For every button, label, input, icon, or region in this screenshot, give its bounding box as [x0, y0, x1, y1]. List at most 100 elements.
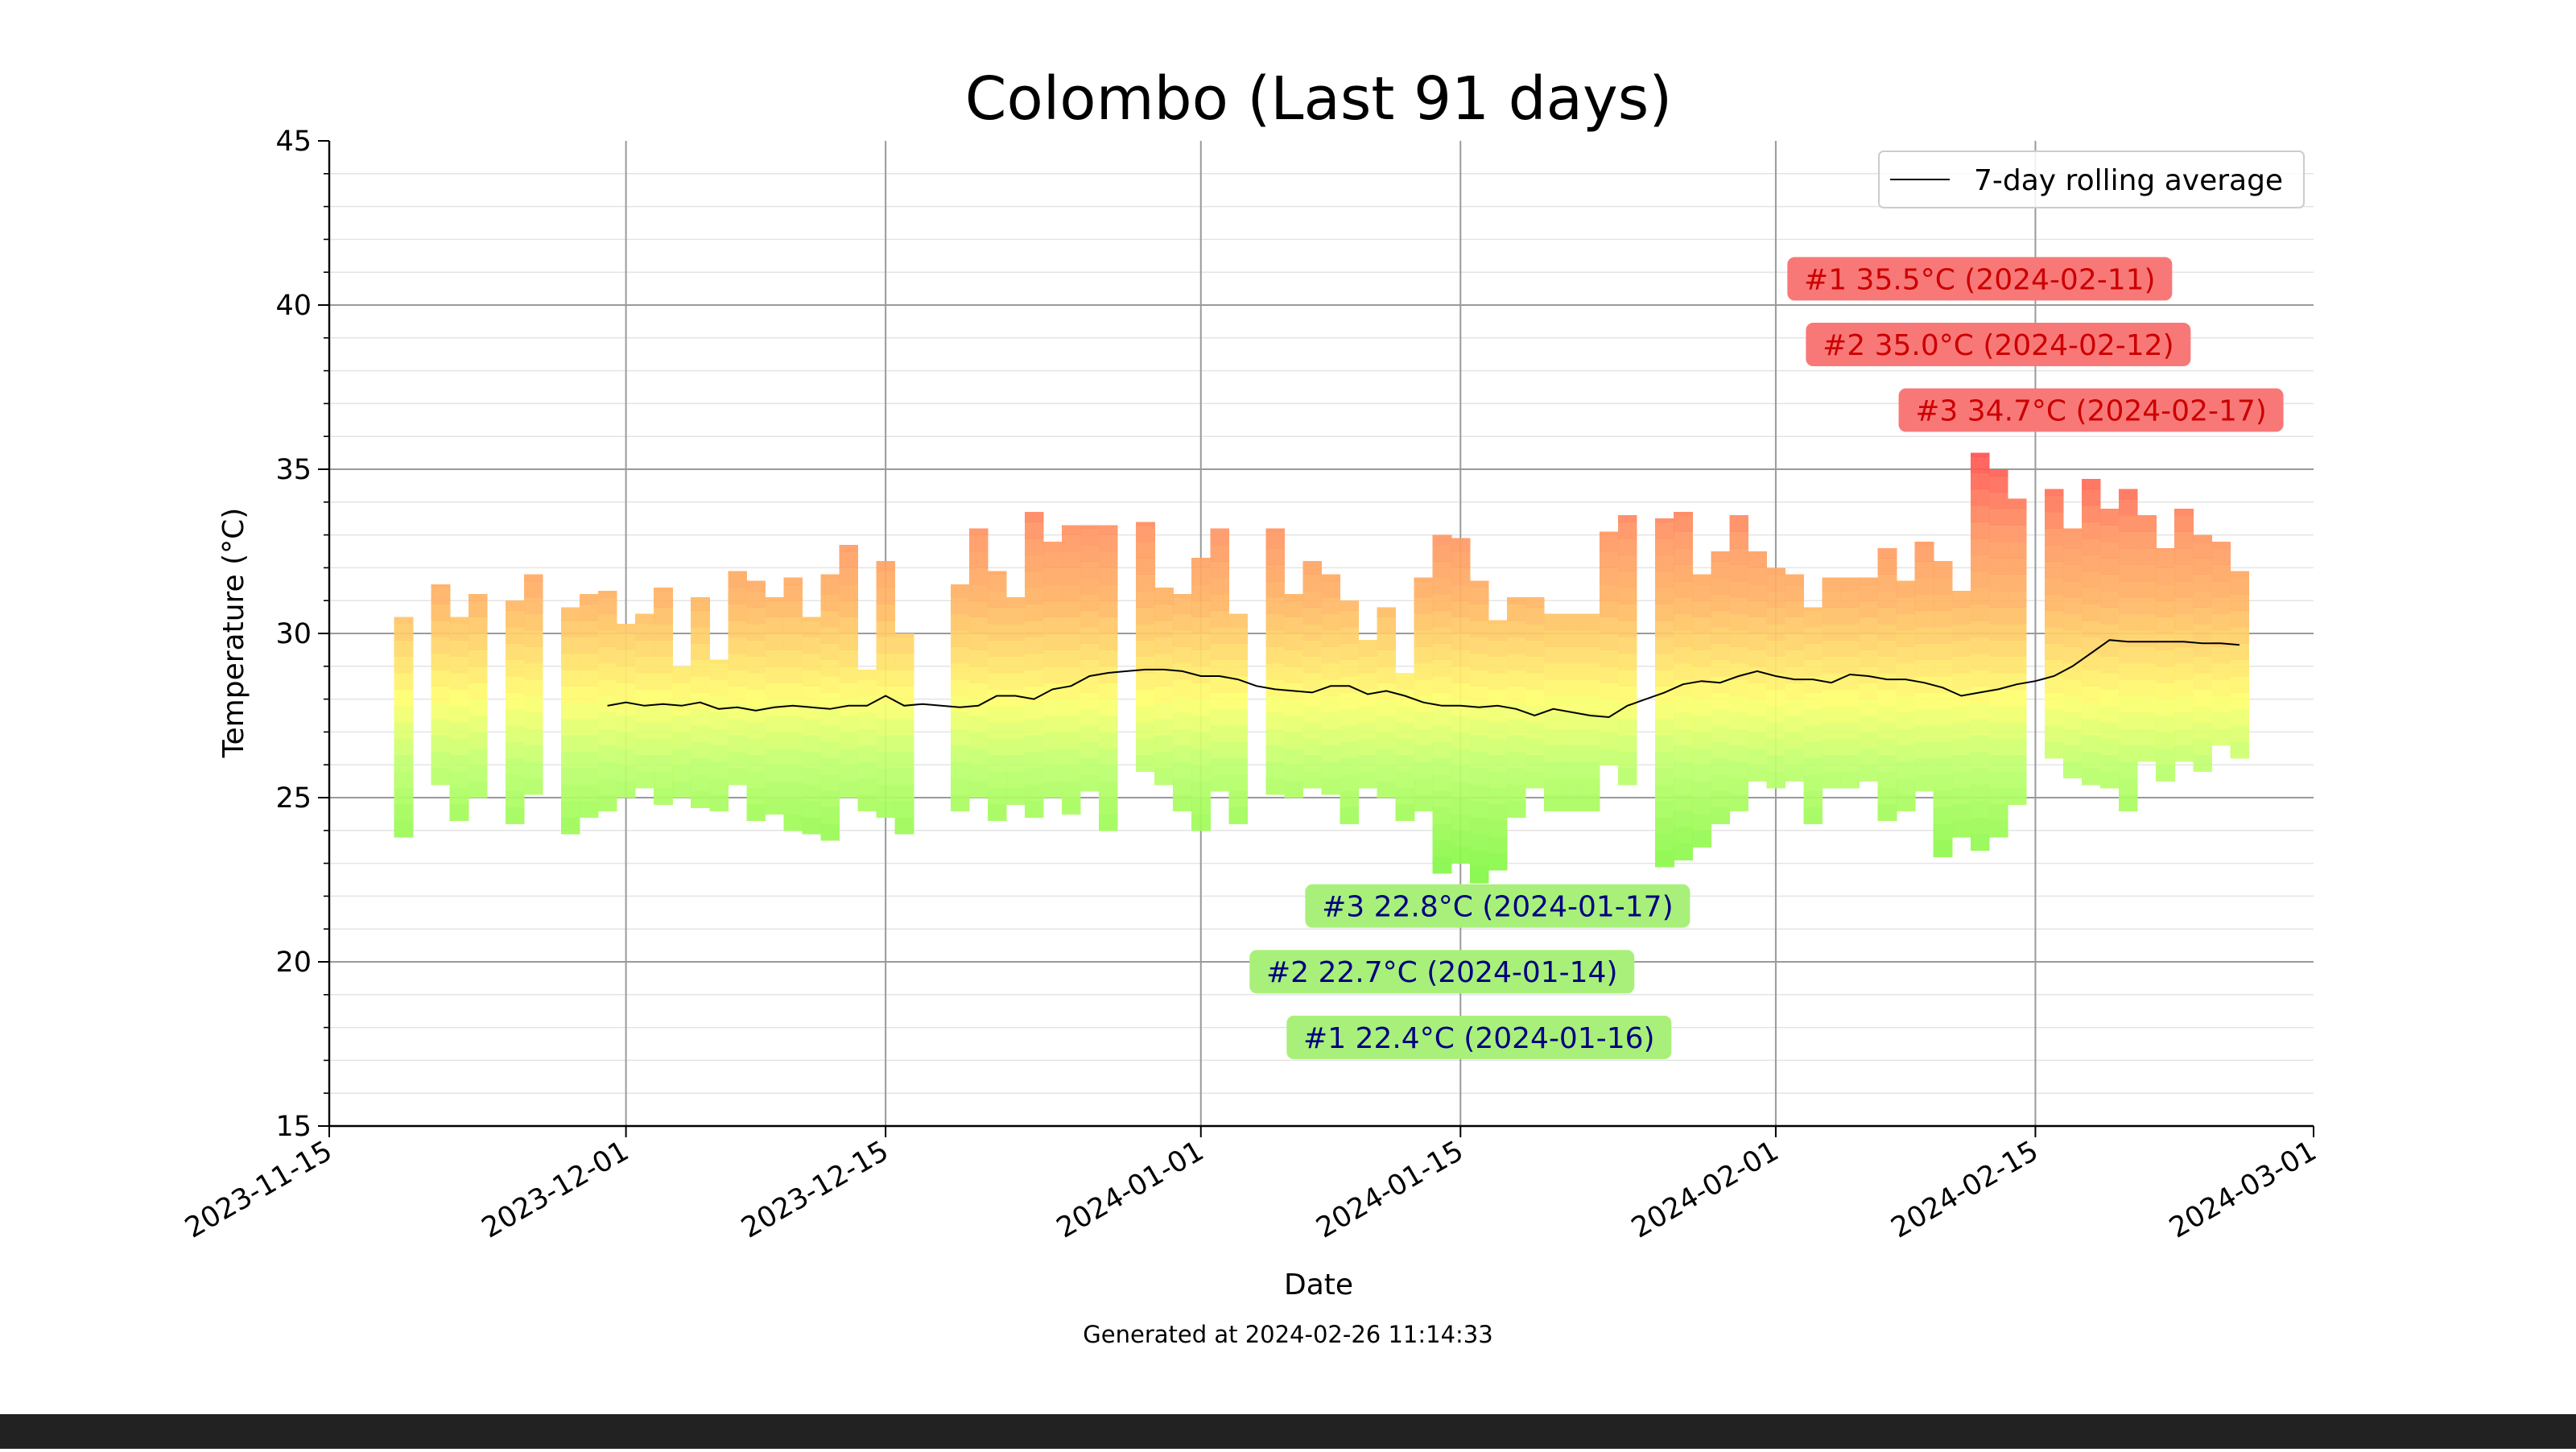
bar-segment [505, 790, 525, 808]
bar-segment [1933, 840, 1953, 858]
bar-segment [2137, 515, 2157, 533]
bar-segment [1581, 629, 1600, 647]
bar-segment [1469, 850, 1489, 868]
bar-segment [1692, 633, 1711, 650]
bar-segment [2062, 695, 2083, 713]
bar-segment [1581, 613, 1600, 631]
daily-range-bar [1581, 613, 1600, 811]
bar-segment [1024, 637, 1044, 654]
bar-segment [654, 590, 673, 608]
bar-segment [1581, 679, 1600, 697]
bar-segment [598, 629, 617, 647]
bar-segment [839, 666, 859, 683]
bar-segment [1321, 613, 1341, 631]
bar-segment [783, 617, 803, 634]
bar-segment [1803, 626, 1823, 644]
bar-segment [2174, 662, 2194, 680]
bar-segment [1173, 594, 1192, 598]
bar-segment [968, 633, 989, 650]
bar-segment [1951, 738, 1971, 756]
bar-segment [839, 600, 859, 618]
bar-segment [765, 683, 785, 700]
daily-range-bar [505, 600, 525, 825]
bar-segment [765, 732, 785, 749]
bar-segment [1933, 643, 1953, 661]
bar-segment [1377, 607, 1397, 618]
bar-segment [505, 626, 525, 644]
bar-segment [987, 804, 1007, 822]
bar-segment [1265, 745, 1286, 762]
bar-segment [2007, 590, 2027, 608]
bar-segment [505, 610, 525, 628]
bar-segment [2137, 745, 2157, 762]
bar-segment [1265, 662, 1286, 680]
bar-segment [1210, 676, 1229, 694]
bar-segment [2156, 716, 2175, 732]
bar-segment [1080, 676, 1100, 694]
bar-segment [1488, 754, 1508, 772]
bar-segment [1432, 823, 1452, 841]
bar-segment [1692, 584, 1711, 601]
bar-segment [2137, 564, 2157, 582]
bar-segment [1674, 728, 1693, 746]
bar-segment [1970, 604, 1990, 621]
bar-segment [968, 781, 989, 798]
bar-segment [1543, 613, 1563, 631]
bar-segment [1951, 623, 1971, 641]
bar-segment [394, 672, 414, 690]
bar-segment [820, 610, 840, 628]
bar-segment [1562, 728, 1582, 746]
bar-segment [431, 702, 451, 720]
bar-segment [1877, 754, 1897, 772]
bar-segment [1896, 761, 1916, 779]
bar-segment [1488, 787, 1508, 805]
bar-segment [1933, 610, 1953, 628]
daily-range-bar [2062, 528, 2083, 779]
bar-segment [1543, 712, 1563, 729]
bar-segment [950, 778, 970, 795]
bar-segment [449, 689, 469, 707]
bar-segment [1859, 600, 1879, 618]
bar-segment [1674, 695, 1693, 713]
bar-segment [1822, 771, 1842, 789]
bar-segment [1674, 794, 1693, 811]
bar-segment [2100, 590, 2120, 608]
bar-segment [1414, 728, 1434, 746]
bar-segment [1340, 708, 1360, 726]
bar-segment [894, 768, 914, 786]
bar-segment [2211, 547, 2231, 565]
bar-segment [2137, 531, 2157, 549]
bar-segment [1451, 567, 1471, 585]
bar-segment [728, 735, 747, 753]
bar-segment [598, 794, 617, 811]
bar-segment [1840, 705, 1860, 723]
bar-segment [1877, 590, 1897, 608]
bar-segment [1988, 722, 2008, 740]
bar-segment [598, 662, 617, 680]
bar-segment [1970, 538, 1990, 555]
bar-segment [635, 754, 654, 772]
bar-segment [598, 745, 617, 762]
bar-segment [1210, 659, 1229, 677]
daily-range-bar [1395, 672, 1415, 822]
bar-segment [1506, 702, 1526, 720]
bar-segment [1061, 798, 1081, 815]
bar-segment [1005, 754, 1026, 772]
bar-segment [2062, 662, 2083, 680]
daily-range-bar [2100, 508, 2120, 789]
bar-segment [2119, 662, 2138, 680]
bar-segment [1228, 774, 1248, 792]
bar-segment [1191, 666, 1211, 683]
bar-segment [1600, 633, 1619, 650]
bar-segment [2044, 659, 2064, 677]
daily-range-bar [1488, 620, 1508, 871]
bar-segment [560, 768, 580, 786]
bar-segment [635, 640, 654, 658]
bar-segment [1191, 748, 1211, 765]
bar-segment [709, 761, 729, 779]
bar-segment [1877, 672, 1897, 690]
bar-segment [1655, 637, 1674, 654]
daily-range-bar [1173, 594, 1192, 811]
bar-segment [1618, 653, 1637, 670]
bar-segment [1896, 679, 1916, 697]
